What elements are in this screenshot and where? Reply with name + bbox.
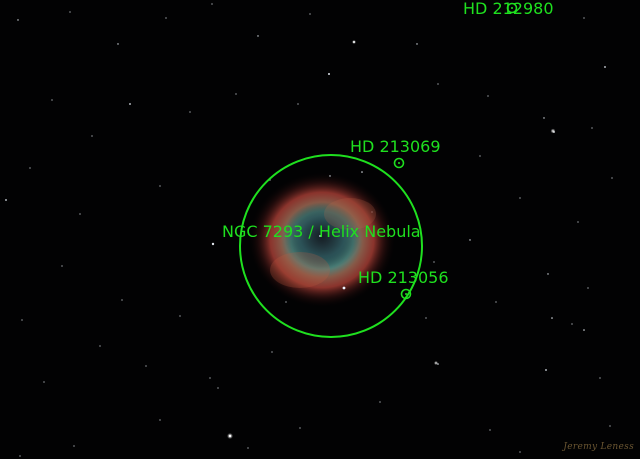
star-label-hd213056: HD 213056 — [358, 268, 449, 287]
star-label-hd213069: HD 213069 — [350, 137, 441, 156]
helix-nebula-image — [248, 172, 396, 308]
nebula-label: NGC 7293 / Helix Nebula — [222, 222, 421, 241]
nebula-marker-circle — [239, 154, 423, 338]
photographer-credit: Jeremy Leness — [563, 442, 634, 452]
star-marker-hd213069 — [393, 157, 405, 169]
star-marker-hd212980 — [506, 2, 518, 14]
star-label-hd212980: HD 212980 — [463, 0, 554, 18]
star-marker-hd213056 — [400, 288, 412, 300]
annotation-overlay — [239, 2, 518, 338]
bright-stars — [227, 40, 556, 439]
